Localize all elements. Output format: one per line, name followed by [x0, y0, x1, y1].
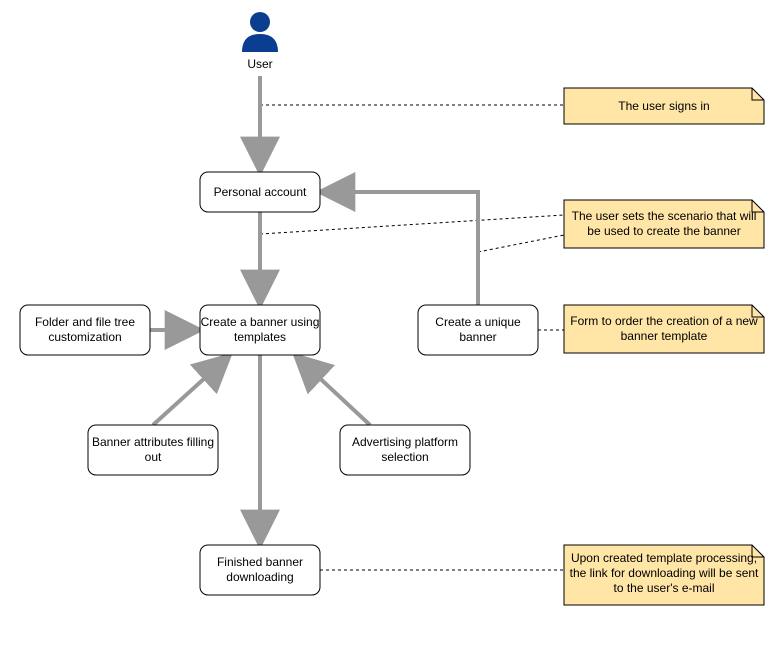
node-folder-tree: Folder and file tree customization [20, 305, 150, 355]
node-create-unique-label-2: banner [459, 330, 496, 344]
note-scenario-text-1: The user sets the scenario that will [572, 209, 757, 223]
node-folder-tree-label-2: customization [48, 330, 121, 344]
note-download-text-2: the link for downloading will be sent [570, 566, 759, 580]
node-create-templates: Create a banner using templates [200, 305, 320, 355]
node-create-unique: Create a unique banner [418, 305, 538, 355]
note-order: Form to order the creation of a new bann… [564, 305, 764, 353]
edge-unique-to-account [322, 192, 478, 305]
node-folder-tree-label-1: Folder and file tree [35, 315, 135, 329]
node-ad-platform-label-1: Advertising platform [352, 435, 458, 449]
node-create-templates-label-2: templates [234, 330, 286, 344]
node-banner-attributes-label-2: out [145, 450, 162, 464]
note-signin-text: The user signs in [618, 99, 709, 113]
note-download-text-1: Upon created template processing, [571, 551, 757, 565]
edge-attrs-to-templates [153, 357, 228, 425]
note-scenario-text-2: be used to create the banner [587, 224, 740, 238]
node-finished-banner-label-1: Finished banner [217, 555, 303, 569]
dash-scenario-a [260, 215, 564, 234]
user-label: User [247, 57, 272, 71]
edge-ads-to-templates [297, 357, 370, 425]
node-banner-attributes-label-1: Banner attributes filling [92, 435, 214, 449]
node-personal-account: Personal account [200, 172, 320, 212]
note-order-text-2: banner template [621, 329, 708, 343]
node-ad-platform: Advertising platform selection [340, 425, 470, 475]
dash-scenario-b [478, 235, 564, 252]
node-finished-banner-label-2: downloading [226, 570, 293, 584]
note-signin: The user signs in [564, 88, 764, 124]
node-finished-banner: Finished banner downloading [200, 545, 320, 595]
note-order-text-1: Form to order the creation of a new [570, 314, 758, 328]
note-download: Upon created template processing, the li… [564, 545, 764, 605]
node-ad-platform-label-2: selection [381, 450, 428, 464]
note-download-text-3: to the user's e-mail [614, 581, 715, 595]
node-create-unique-label-1: Create a unique [435, 315, 521, 329]
user-icon [242, 12, 278, 52]
note-scenario: The user sets the scenario that will be … [564, 200, 764, 248]
node-banner-attributes: Banner attributes filling out [88, 425, 218, 475]
node-personal-account-label: Personal account [214, 185, 307, 199]
node-create-templates-label-1: Create a banner using [201, 315, 320, 329]
